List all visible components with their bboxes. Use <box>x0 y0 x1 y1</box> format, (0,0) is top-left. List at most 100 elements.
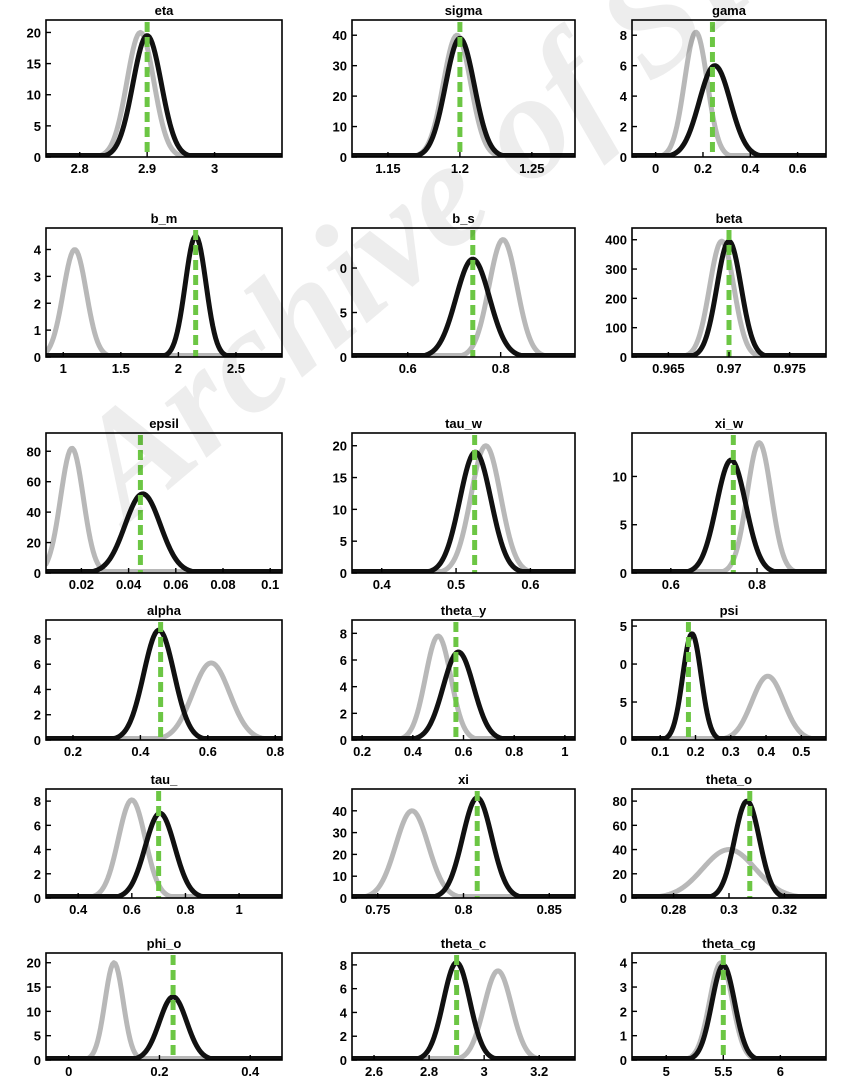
panel-title: theta_c <box>441 936 487 951</box>
y-tick-label: 0 <box>620 150 627 165</box>
prior-density-line <box>352 32 575 157</box>
x-tick-label: 0.4 <box>241 1064 260 1078</box>
prior-density-line <box>352 443 575 573</box>
x-tick-label: 1 <box>60 361 67 376</box>
x-tick-label: 0.6 <box>123 902 141 917</box>
posterior-density-line <box>46 810 282 898</box>
y-tick-label: 10 <box>613 469 627 484</box>
y-tick-label: 6 <box>620 59 627 74</box>
x-tick-label: 3 <box>211 161 218 176</box>
x-tick-label: 2.6 <box>365 1064 383 1078</box>
y-tick-label: 0 <box>340 733 347 748</box>
y-tick-label: 4 <box>340 680 348 695</box>
y-tick-label: 0 <box>340 1053 347 1068</box>
prior-density-line <box>46 445 282 573</box>
axes-frame <box>45 952 283 1061</box>
posterior-density-line <box>632 962 826 1060</box>
y-tick-label: 0 <box>340 566 347 581</box>
posterior-density-line <box>632 238 826 357</box>
x-tick-label: 0.8 <box>505 744 523 759</box>
posterior-density-line <box>352 449 575 573</box>
y-tick-label: 60 <box>27 475 41 490</box>
panel-title: psi <box>720 603 739 618</box>
x-tick-label: 0.4 <box>131 744 150 759</box>
x-tick-label: 2.8 <box>71 161 89 176</box>
y-tick-label: 60 <box>613 818 627 833</box>
y-tick-label: 5 <box>620 619 627 634</box>
x-tick-label: 0.8 <box>266 744 284 759</box>
y-tick-label: 300 <box>605 262 627 277</box>
y-tick-label: 0 <box>340 350 347 365</box>
panel-epsil: epsil 0.02 0.04 0.06 0.08 0.1 0 20 40 60 80 <box>27 416 283 592</box>
posterior-density-line <box>46 627 282 740</box>
y-tick-label: 8 <box>340 958 347 973</box>
y-tick-label: 0 <box>340 261 347 276</box>
y-tick-label: 5 <box>34 119 41 134</box>
axes-frame <box>631 19 827 158</box>
y-tick-label: 8 <box>34 632 41 647</box>
panel-title: sigma <box>445 3 483 18</box>
y-tick-label: 0 <box>620 350 627 365</box>
posterior-density-line <box>632 631 826 740</box>
x-tick-label: 0 <box>65 1064 72 1078</box>
axes-frame <box>45 432 283 574</box>
panel-title: alpha <box>147 603 182 618</box>
y-tick-label: 6 <box>340 653 347 668</box>
x-tick-label: 6 <box>777 1064 784 1078</box>
x-tick-label: 0.2 <box>694 161 712 176</box>
prior-density-line <box>46 660 282 740</box>
y-tick-label: 8 <box>34 794 41 809</box>
posterior-density-line <box>352 649 575 740</box>
x-tick-label: 5 <box>663 1064 670 1078</box>
x-tick-label: 0.2 <box>353 744 371 759</box>
y-tick-label: 6 <box>340 982 347 997</box>
panel-alpha: alpha 0.2 0.4 0.6 0.8 0 2 4 6 8 <box>34 603 285 759</box>
x-tick-label: 0.97 <box>716 361 741 376</box>
x-tick-label: 3.2 <box>530 1064 548 1078</box>
y-tick-label: 0 <box>620 566 627 581</box>
x-tick-label: 0.3 <box>720 902 738 917</box>
y-tick-label: 0 <box>34 733 41 748</box>
y-tick-label: 0 <box>340 891 347 906</box>
prior-density-line <box>46 247 282 357</box>
x-tick-label: 0.3 <box>722 744 740 759</box>
x-tick-label: 0.6 <box>454 744 472 759</box>
prior-density-line <box>352 633 575 740</box>
x-tick-label: 0.8 <box>748 577 766 592</box>
y-tick-label: 4 <box>34 682 42 697</box>
y-tick-label: 4 <box>34 243 42 258</box>
y-tick-label: 10 <box>333 502 347 517</box>
panel-eta: eta 2.8 2.9 3 0 5 10 15 20 <box>27 3 283 176</box>
posterior-density-line <box>632 798 826 898</box>
x-tick-label: 0.75 <box>365 902 390 917</box>
y-tick-label: 20 <box>27 25 41 40</box>
prior-density-line <box>632 673 826 740</box>
y-tick-label: 15 <box>333 471 347 486</box>
panel-sigma: sigma 1.15 1.2 1.25 0 10 20 30 40 <box>333 3 576 176</box>
x-tick-label: 0.02 <box>69 577 94 592</box>
x-tick-label: 3 <box>481 1064 488 1078</box>
posterior-density-line <box>46 33 282 157</box>
y-tick-label: 0 <box>340 150 347 165</box>
panel-title: xi <box>458 772 469 787</box>
panel-title: eta <box>155 3 175 18</box>
x-tick-label: 1.25 <box>519 161 544 176</box>
y-tick-label: 15 <box>27 980 41 995</box>
posterior-density-line <box>352 256 575 357</box>
x-tick-label: 0.5 <box>792 744 810 759</box>
posterior-density-line <box>46 994 282 1060</box>
y-tick-label: 5 <box>620 518 627 533</box>
panel-theta-o: theta_o 0.28 0.3 0.32 0 20 40 60 80 <box>613 772 827 917</box>
x-tick-label: 0.6 <box>399 361 417 376</box>
panel-title: beta <box>716 211 744 226</box>
panel-title: xi_w <box>715 416 744 431</box>
axes-frame <box>631 952 827 1061</box>
prior-density-line <box>352 237 575 357</box>
axes-frame <box>351 227 576 358</box>
x-tick-label: 0.28 <box>661 902 686 917</box>
y-tick-label: 20 <box>333 439 347 454</box>
y-tick-label: 20 <box>27 536 41 551</box>
y-tick-label: 4 <box>34 843 42 858</box>
x-tick-label: 0.6 <box>199 744 217 759</box>
y-tick-label: 40 <box>613 843 627 858</box>
